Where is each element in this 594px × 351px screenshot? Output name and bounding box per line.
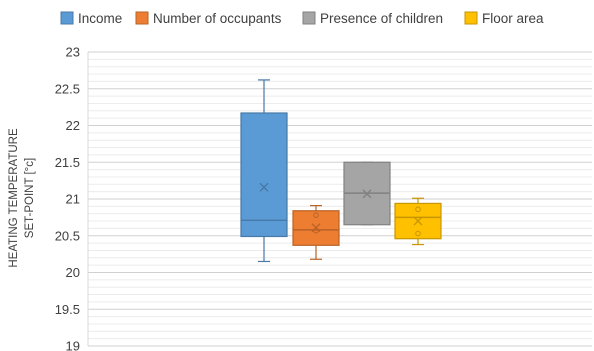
legend-item-3: Presence of children	[302, 11, 443, 26]
box-series-2	[292, 205, 340, 260]
legend-swatch	[464, 11, 478, 25]
y-axis-title-line-2: SET-POINT [°c]	[24, 158, 36, 238]
y-tick-label: 20	[66, 265, 80, 280]
legend-item-1: Income	[60, 11, 122, 26]
box-series-4	[394, 197, 442, 246]
mean-marker	[413, 216, 423, 226]
boxes	[240, 79, 442, 263]
inner-point	[415, 206, 421, 213]
legend-swatch	[135, 11, 149, 25]
y-tick-label: 19	[66, 339, 80, 351]
y-tick-label: 23	[66, 45, 80, 60]
mean-marker	[259, 182, 269, 192]
legend-label: Number of occupants	[153, 11, 282, 26]
y-axis-title-line-1: HEATING TEMPERATURE	[8, 128, 20, 268]
y-tick-label: 22	[66, 118, 80, 133]
legend-label: Presence of children	[320, 11, 443, 26]
legend-label: Income	[78, 11, 122, 26]
legend-swatch	[60, 11, 74, 25]
box-series-1	[240, 79, 288, 263]
mean-marker	[311, 223, 321, 233]
inner-point	[415, 230, 421, 237]
grid-lines	[87, 51, 592, 347]
legend: Income Number of occupants Presence of chi…	[60, 11, 544, 26]
inner-point	[313, 212, 319, 218]
legend-item-4: Floor area	[464, 11, 544, 26]
y-tick-label: 20.5	[55, 228, 80, 243]
legend-item-2: Number of occupants	[135, 11, 282, 26]
legend-swatch	[302, 11, 316, 25]
legend-label: Floor area	[482, 11, 544, 26]
y-tick-label: 22.5	[55, 81, 80, 96]
y-tick-label: 21.5	[55, 155, 80, 170]
y-tick-label: 19.5	[55, 302, 80, 317]
mean-marker	[362, 189, 372, 199]
y-tick-label: 21	[66, 192, 80, 207]
iqr-box	[240, 112, 288, 238]
box-series-3	[343, 161, 391, 226]
y-tick-labels: 19 19.5 20 20.5 21 21.5 22 22.5 23	[55, 45, 80, 351]
